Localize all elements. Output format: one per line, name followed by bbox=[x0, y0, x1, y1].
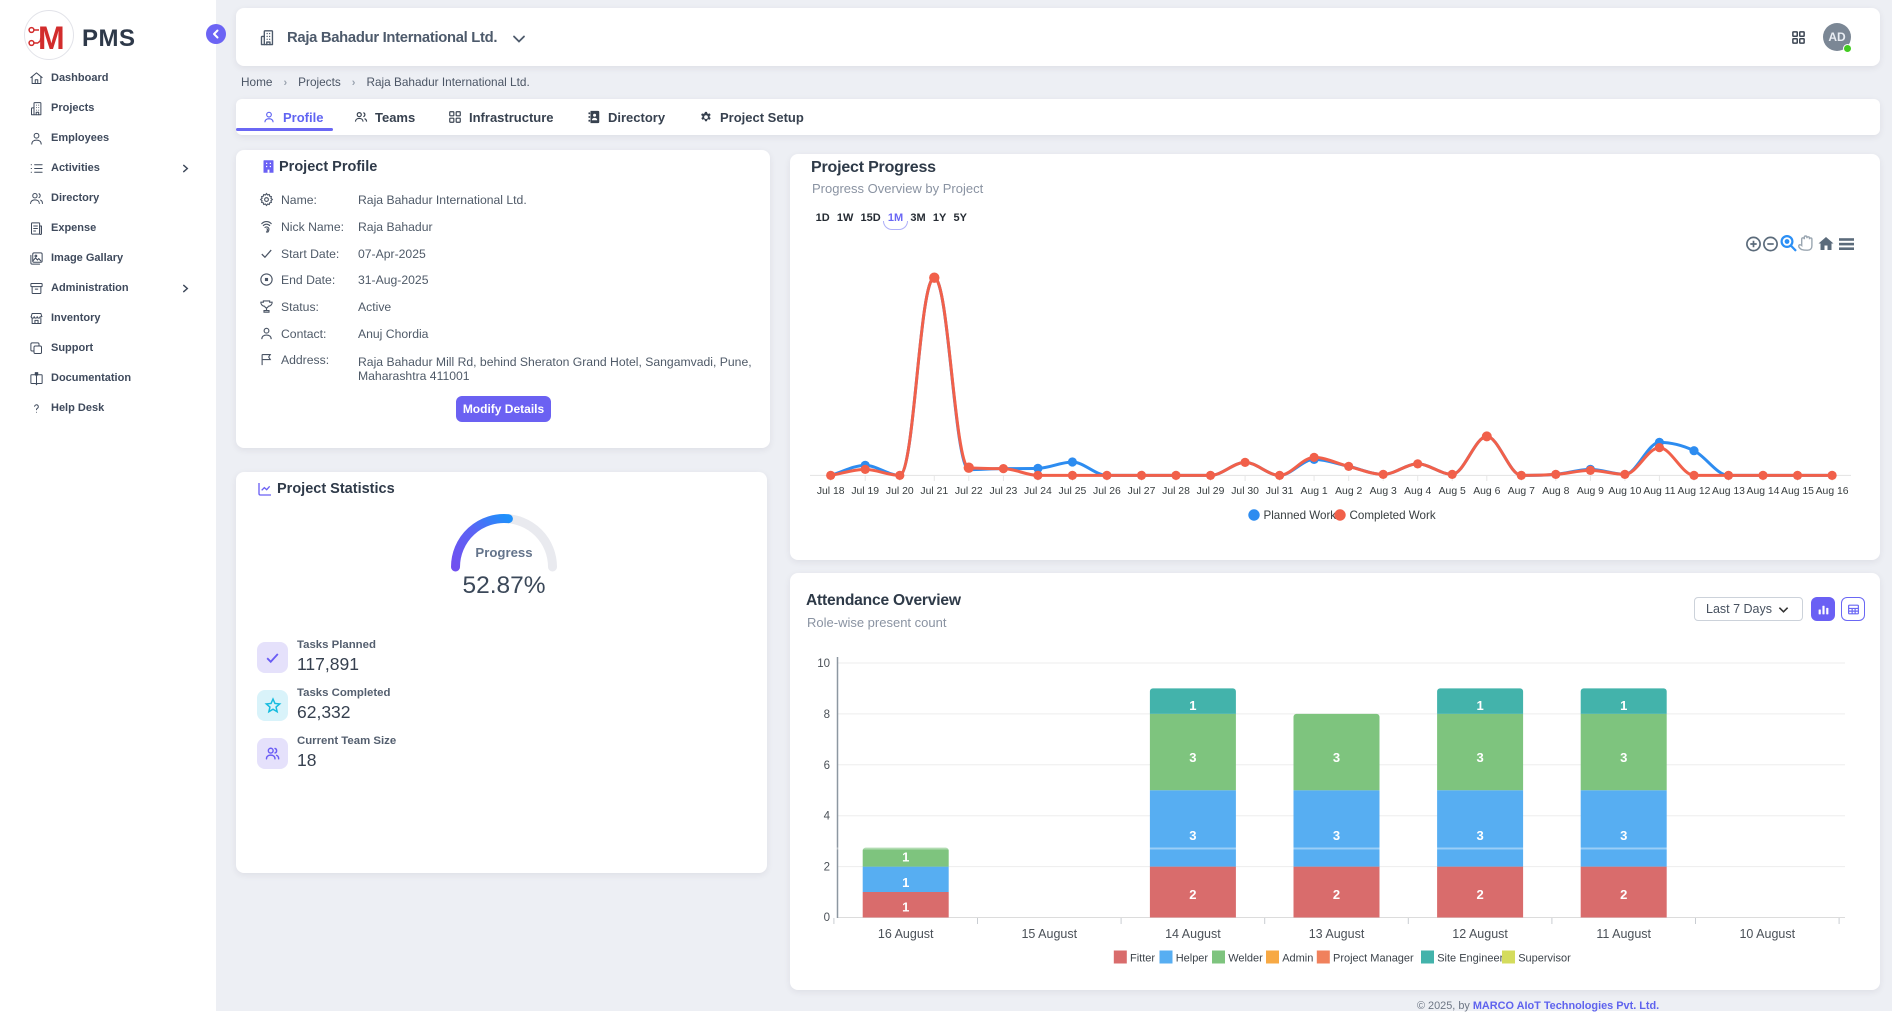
svg-text:Aug 10: Aug 10 bbox=[1608, 486, 1641, 497]
svg-text:Jul 26: Jul 26 bbox=[1093, 486, 1121, 497]
svg-text:8: 8 bbox=[824, 709, 830, 721]
svg-text:Admin: Admin bbox=[1282, 953, 1313, 965]
svg-text:Aug 5: Aug 5 bbox=[1439, 486, 1466, 497]
svg-text:6: 6 bbox=[824, 760, 830, 772]
svg-text:Jul 19: Jul 19 bbox=[851, 486, 879, 497]
svg-text:2: 2 bbox=[1189, 887, 1196, 902]
svg-text:10 August: 10 August bbox=[1739, 927, 1795, 941]
svg-text:1: 1 bbox=[902, 875, 909, 890]
svg-text:3: 3 bbox=[1620, 828, 1627, 843]
svg-text:Jul 18: Jul 18 bbox=[817, 486, 845, 497]
svg-text:Aug 3: Aug 3 bbox=[1370, 486, 1397, 497]
svg-text:Jul 31: Jul 31 bbox=[1266, 486, 1294, 497]
svg-text:16 August: 16 August bbox=[878, 927, 934, 941]
svg-text:3: 3 bbox=[1189, 750, 1196, 765]
svg-text:3: 3 bbox=[1333, 750, 1340, 765]
svg-text:2: 2 bbox=[1333, 887, 1340, 902]
svg-text:Jul 23: Jul 23 bbox=[990, 486, 1018, 497]
svg-text:Jul 27: Jul 27 bbox=[1128, 486, 1156, 497]
svg-text:1: 1 bbox=[902, 850, 909, 865]
svg-text:Jul 29: Jul 29 bbox=[1197, 486, 1225, 497]
svg-text:Jul 24: Jul 24 bbox=[1024, 486, 1052, 497]
svg-text:1: 1 bbox=[1189, 698, 1196, 713]
svg-text:Jul 22: Jul 22 bbox=[955, 486, 983, 497]
svg-text:3: 3 bbox=[1476, 828, 1483, 843]
svg-text:13 August: 13 August bbox=[1309, 927, 1365, 941]
svg-text:Aug 16: Aug 16 bbox=[1816, 486, 1849, 497]
svg-text:Project Manager: Project Manager bbox=[1333, 953, 1414, 965]
svg-text:1: 1 bbox=[1476, 698, 1483, 713]
svg-text:Aug 2: Aug 2 bbox=[1335, 486, 1362, 497]
svg-text:Site Engineer: Site Engineer bbox=[1437, 953, 1503, 965]
svg-text:10: 10 bbox=[817, 658, 830, 670]
svg-text:0: 0 bbox=[824, 912, 830, 924]
svg-text:Aug 9: Aug 9 bbox=[1577, 486, 1604, 497]
svg-text:14 August: 14 August bbox=[1165, 927, 1221, 941]
svg-text:Jul 20: Jul 20 bbox=[886, 486, 914, 497]
svg-text:1: 1 bbox=[902, 900, 909, 915]
svg-text:11 August: 11 August bbox=[1596, 927, 1651, 941]
svg-text:Aug 7: Aug 7 bbox=[1508, 486, 1535, 497]
svg-text:3: 3 bbox=[1189, 828, 1196, 843]
svg-text:Aug 13: Aug 13 bbox=[1712, 486, 1745, 497]
svg-text:Jul 25: Jul 25 bbox=[1059, 486, 1087, 497]
svg-text:Aug 1: Aug 1 bbox=[1301, 486, 1328, 497]
svg-text:Completed Work: Completed Work bbox=[1350, 509, 1436, 522]
svg-text:Welder: Welder bbox=[1228, 953, 1263, 965]
svg-text:15 August: 15 August bbox=[1021, 927, 1077, 941]
svg-text:12 August: 12 August bbox=[1452, 927, 1508, 941]
svg-text:Aug 14: Aug 14 bbox=[1747, 486, 1780, 497]
svg-text:4: 4 bbox=[824, 811, 831, 823]
svg-text:2: 2 bbox=[1476, 887, 1483, 902]
svg-text:Supervisor: Supervisor bbox=[1518, 953, 1571, 965]
svg-text:1: 1 bbox=[1620, 698, 1627, 713]
svg-text:3: 3 bbox=[1333, 828, 1340, 843]
svg-text:Aug 4: Aug 4 bbox=[1404, 486, 1431, 497]
svg-text:Jul 30: Jul 30 bbox=[1231, 486, 1259, 497]
svg-text:Helper: Helper bbox=[1176, 953, 1209, 965]
svg-text:Aug 11: Aug 11 bbox=[1643, 486, 1675, 497]
svg-text:3: 3 bbox=[1620, 750, 1627, 765]
svg-text:Jul 21: Jul 21 bbox=[920, 486, 948, 497]
svg-text:3: 3 bbox=[1476, 750, 1483, 765]
svg-text:M: M bbox=[38, 20, 65, 56]
svg-text:Aug 8: Aug 8 bbox=[1542, 486, 1569, 497]
svg-text:Planned Work: Planned Work bbox=[1264, 509, 1337, 522]
svg-text:Aug 6: Aug 6 bbox=[1473, 486, 1500, 497]
svg-text:2: 2 bbox=[824, 862, 830, 874]
svg-text:Fitter: Fitter bbox=[1130, 953, 1155, 965]
svg-text:Jul 28: Jul 28 bbox=[1162, 486, 1190, 497]
svg-text:Aug 15: Aug 15 bbox=[1781, 486, 1814, 497]
svg-text:2: 2 bbox=[1620, 887, 1627, 902]
svg-text:Aug 12: Aug 12 bbox=[1678, 486, 1711, 497]
